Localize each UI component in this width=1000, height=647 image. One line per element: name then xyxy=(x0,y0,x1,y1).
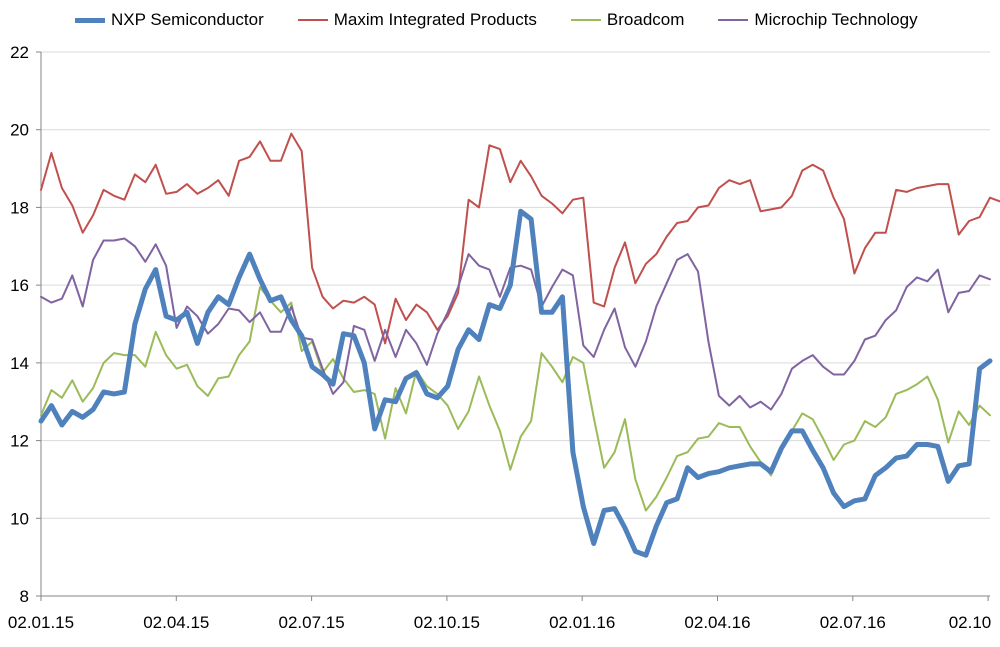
y-tick-label: 14 xyxy=(10,354,29,373)
series-line-maxim-integrated-products xyxy=(40,132,1000,345)
x-tick-label: 02.10.15 xyxy=(414,613,480,632)
x-tick-label: 02.01.15 xyxy=(8,613,74,632)
legend-swatch-broadcom xyxy=(570,19,601,21)
y-tick-label: 8 xyxy=(20,587,29,606)
y-tick-label: 20 xyxy=(10,121,29,140)
x-tick-label: 02.04.15 xyxy=(143,613,209,632)
legend-label-microchip: Microchip Technology xyxy=(754,10,918,29)
series-line-broadcom xyxy=(40,286,991,512)
legend-entry-microchip: Microchip Technology xyxy=(718,10,918,30)
legend-swatch-nxp xyxy=(75,17,105,23)
legend-label-nxp: NXP Semiconductor xyxy=(111,10,264,29)
y-tick-label: 22 xyxy=(10,43,29,62)
y-tick-label: 18 xyxy=(10,198,29,217)
legend-entry-broadcom: Broadcom xyxy=(570,10,685,30)
legend-entry-nxp: NXP Semiconductor xyxy=(75,10,264,30)
x-tick-label: 02.01.16 xyxy=(549,613,615,632)
legend-swatch-maxim xyxy=(297,19,328,21)
legend-label-broadcom: Broadcom xyxy=(606,10,685,29)
axes xyxy=(36,51,990,601)
x-tick-label: 02.04.16 xyxy=(684,613,750,632)
y-tick-label: 16 xyxy=(10,276,29,295)
series-lines xyxy=(38,132,1000,558)
series-line-microchip-technology xyxy=(40,237,991,411)
gridlines xyxy=(41,51,990,519)
series-line-nxp-semiconductor xyxy=(38,208,993,558)
legend-entry-maxim: Maxim Integrated Products xyxy=(297,10,537,30)
tick-labels: 8 10 12 14 16 18 20 22 02.01.15 02.04.15 02.07.15 0… xyxy=(8,43,991,632)
legend-label-maxim: Maxim Integrated Products xyxy=(333,10,537,29)
y-tick-label: 10 xyxy=(10,509,29,528)
x-tick-label: 02.07.16 xyxy=(820,613,886,632)
legend-swatch-microchip xyxy=(718,19,749,21)
x-tick-label: 02.07.15 xyxy=(279,613,345,632)
y-tick-label: 12 xyxy=(10,432,29,451)
x-tick-label: 02.10 xyxy=(949,613,992,632)
chart-legend: NXP Semiconductor Maxim Integrated Produ… xyxy=(75,10,952,30)
